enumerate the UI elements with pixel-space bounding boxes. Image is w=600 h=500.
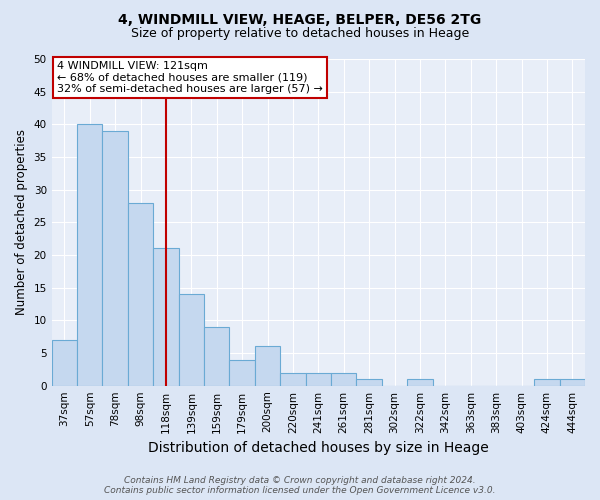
Y-axis label: Number of detached properties: Number of detached properties	[15, 130, 28, 316]
Bar	[229, 360, 255, 386]
Bar	[255, 346, 280, 386]
Bar	[407, 379, 433, 386]
Bar	[128, 202, 153, 386]
Bar	[331, 372, 356, 386]
Bar	[77, 124, 103, 386]
Text: 4, WINDMILL VIEW, HEAGE, BELPER, DE56 2TG: 4, WINDMILL VIEW, HEAGE, BELPER, DE56 2T…	[118, 12, 482, 26]
Bar	[305, 372, 331, 386]
Bar	[534, 379, 560, 386]
Bar	[52, 340, 77, 386]
Bar	[103, 131, 128, 386]
X-axis label: Distribution of detached houses by size in Heage: Distribution of detached houses by size …	[148, 441, 489, 455]
Bar	[560, 379, 585, 386]
Bar	[204, 327, 229, 386]
Bar	[153, 248, 179, 386]
Bar	[356, 379, 382, 386]
Text: Size of property relative to detached houses in Heage: Size of property relative to detached ho…	[131, 28, 469, 40]
Bar	[280, 372, 305, 386]
Text: Contains HM Land Registry data © Crown copyright and database right 2024.
Contai: Contains HM Land Registry data © Crown c…	[104, 476, 496, 495]
Text: 4 WINDMILL VIEW: 121sqm
← 68% of detached houses are smaller (119)
32% of semi-d: 4 WINDMILL VIEW: 121sqm ← 68% of detache…	[57, 60, 323, 94]
Bar	[179, 294, 204, 386]
